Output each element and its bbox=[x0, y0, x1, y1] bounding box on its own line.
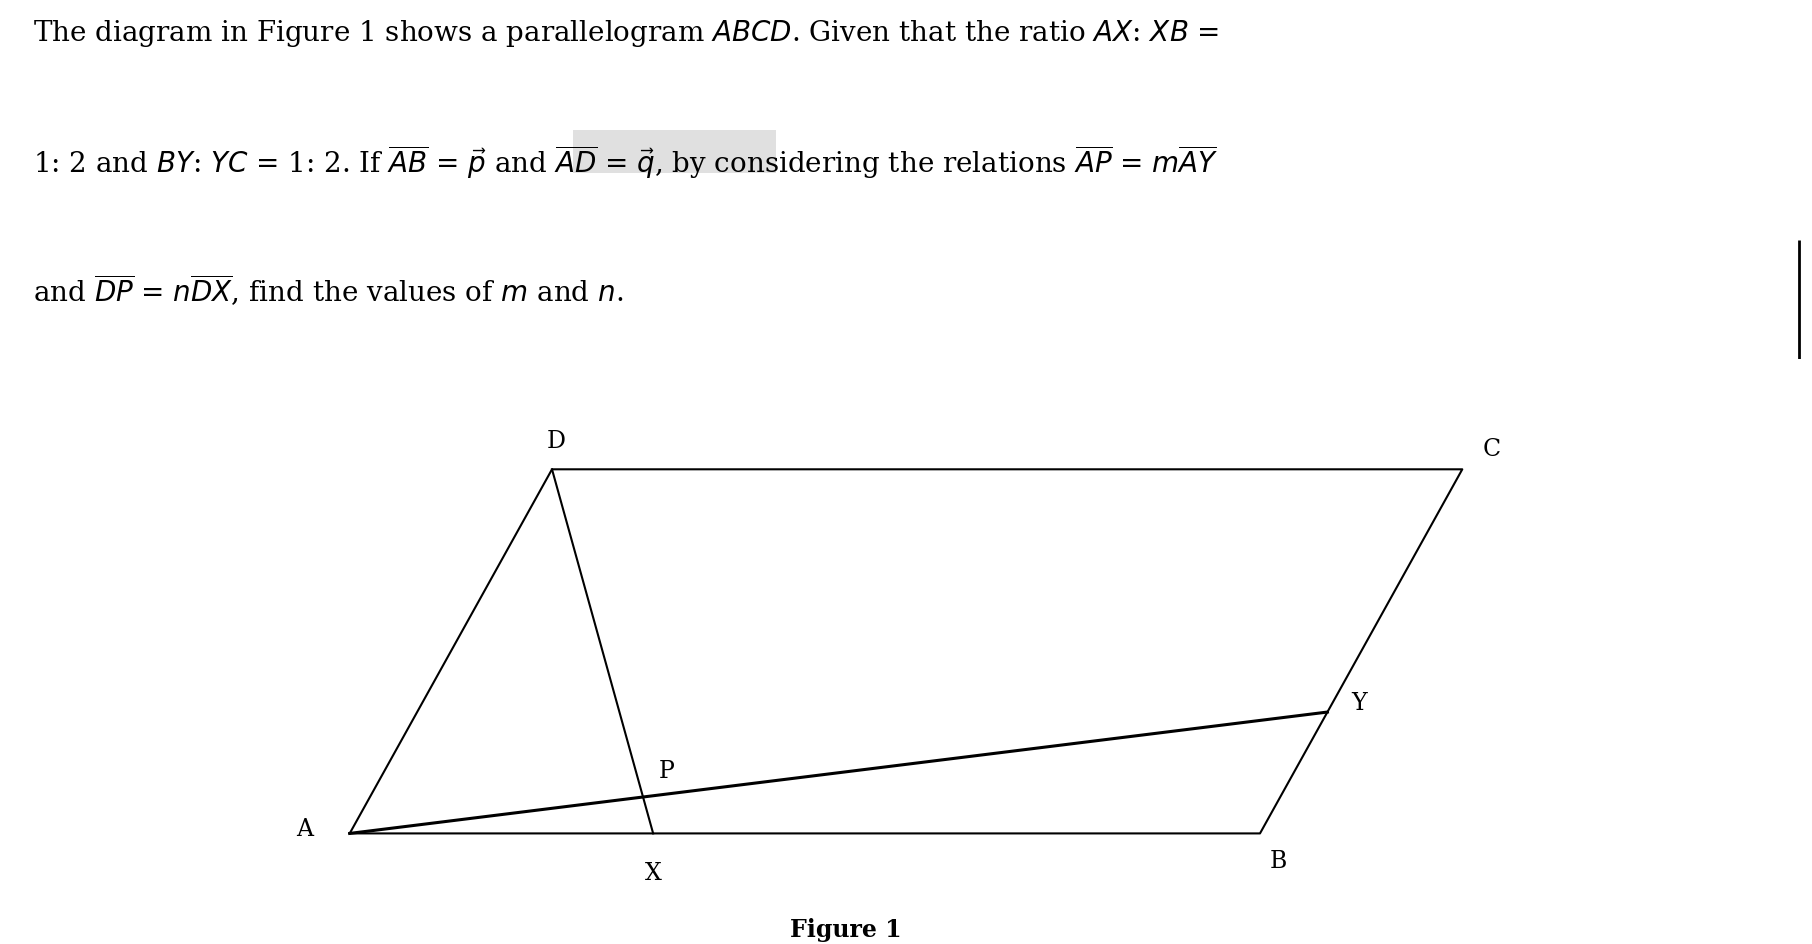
Text: Figure 1: Figure 1 bbox=[790, 919, 901, 942]
Text: 1: 2 and $\mathit{BY}$: $\mathit{YC}$ = 1: 2. If $\overline{\mathit{AB}}$ = $\ve: 1: 2 and $\mathit{BY}$: $\mathit{YC}$ = … bbox=[33, 143, 1218, 181]
Text: and $\overline{\mathit{DP}}$ = $n\overline{\mathit{DX}}$, find the values of $m$: and $\overline{\mathit{DP}}$ = $n\overli… bbox=[33, 273, 623, 309]
Text: D: D bbox=[547, 430, 565, 453]
Text: P: P bbox=[660, 760, 676, 783]
Text: C: C bbox=[1482, 438, 1500, 462]
FancyBboxPatch shape bbox=[573, 130, 776, 173]
Text: X: X bbox=[645, 862, 661, 885]
Text: A: A bbox=[297, 818, 313, 841]
Text: Y: Y bbox=[1352, 693, 1368, 716]
Text: B: B bbox=[1270, 850, 1288, 872]
Text: The diagram in Figure 1 shows a parallelogram $\mathit{ABCD}$. Given that the ra: The diagram in Figure 1 shows a parallel… bbox=[33, 18, 1219, 49]
